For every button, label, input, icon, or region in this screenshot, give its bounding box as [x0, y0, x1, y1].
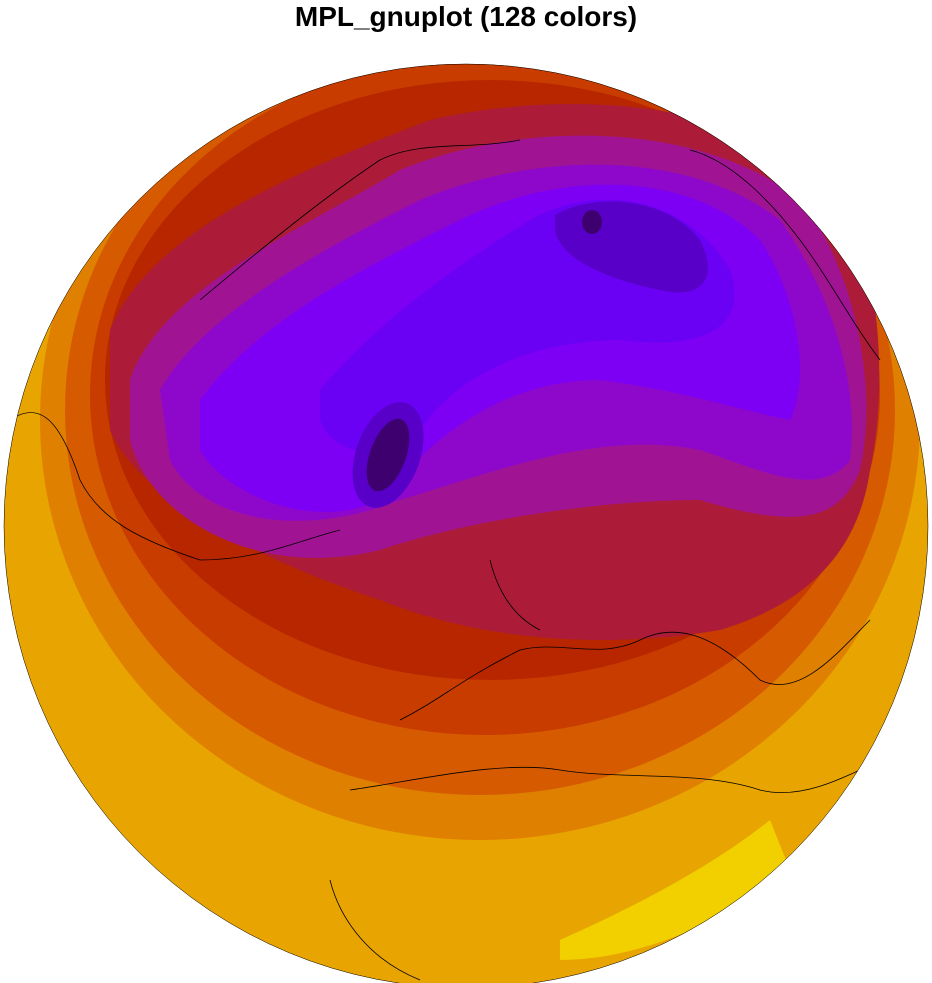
chart-title: MPL_gnuplot (128 colors) [294, 1, 638, 32]
globe-outline [3, 63, 929, 983]
contour-level [582, 210, 602, 234]
contour-level [560, 820, 790, 960]
contour-level [366, 418, 410, 492]
coastlines [9, 139, 881, 981]
